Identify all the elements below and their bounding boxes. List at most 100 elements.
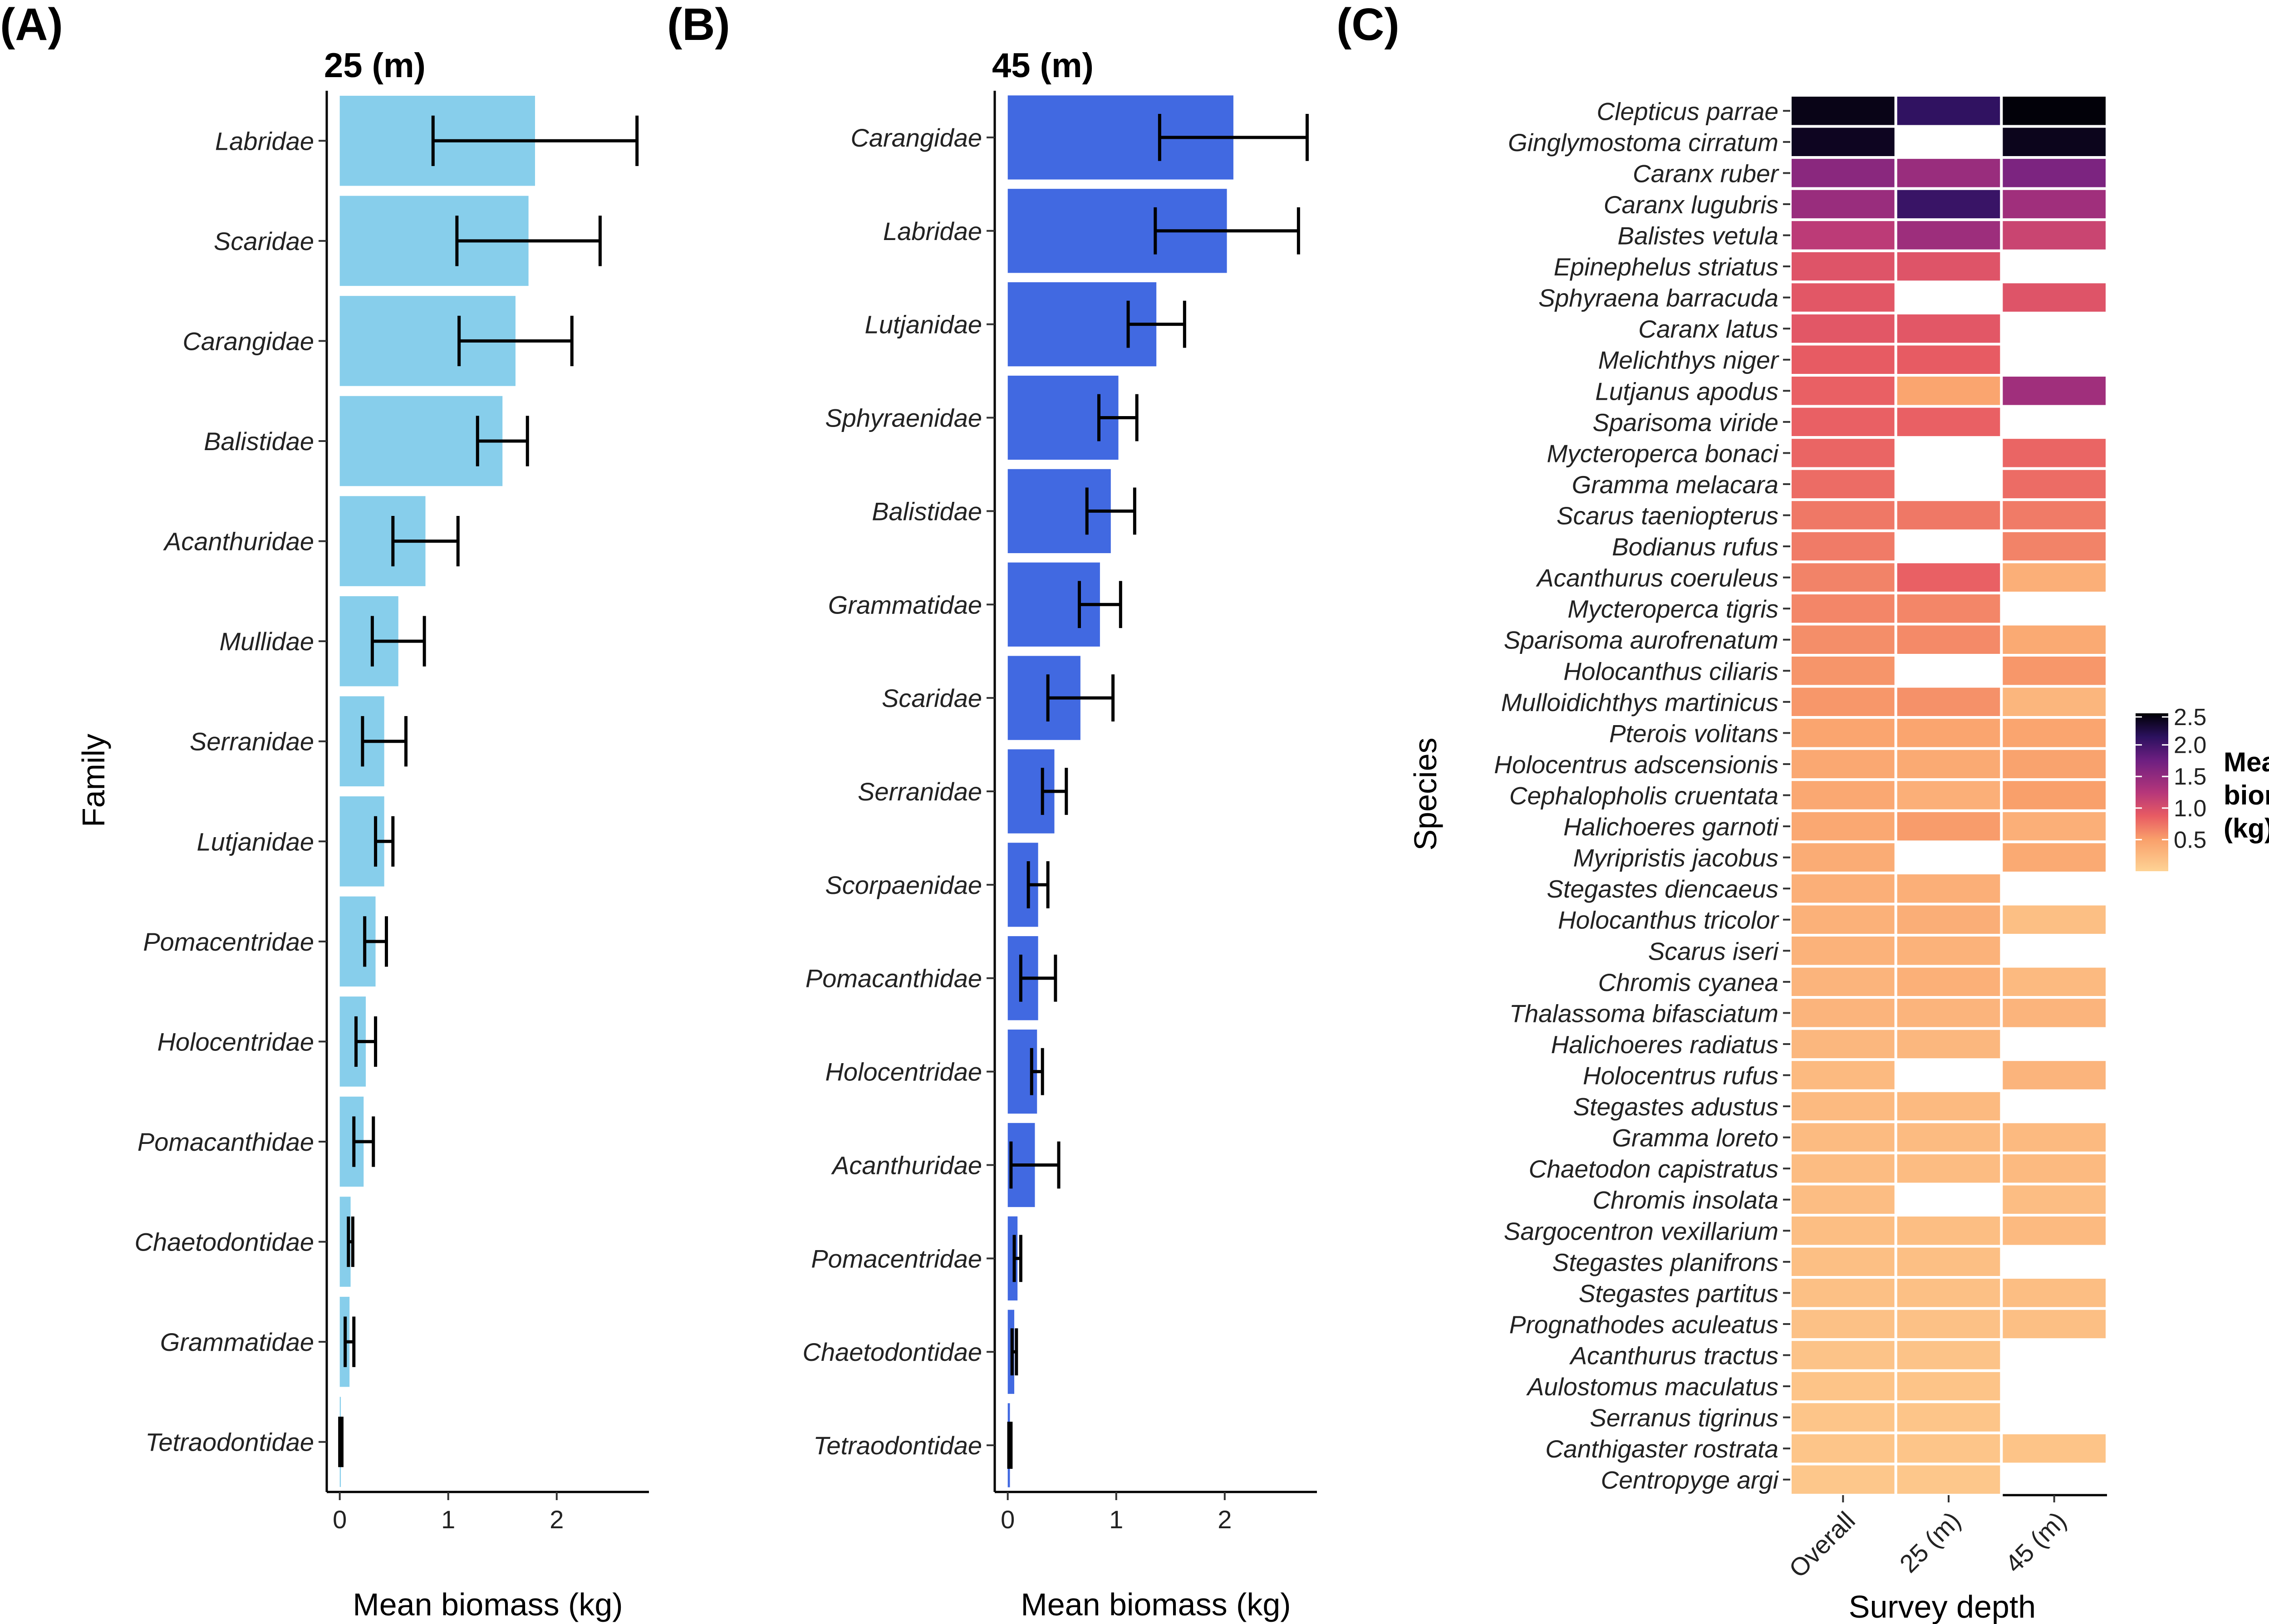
panel-b-x-tick-label: 0 bbox=[1001, 1505, 1015, 1534]
panel-c-y-tick-label: Caranx ruber bbox=[1633, 159, 1780, 187]
heatmap-cell bbox=[1789, 467, 1897, 501]
panel-c-y-tick-label: Gramma loreto bbox=[1612, 1124, 1778, 1152]
heatmap-cell bbox=[1894, 374, 2003, 408]
legend-title-line-3: (kg) bbox=[2224, 813, 2269, 844]
heatmap-cell bbox=[2000, 1431, 2109, 1466]
panel-b-x-tick-label: 2 bbox=[1218, 1505, 1232, 1534]
heatmap-cell bbox=[2000, 125, 2109, 159]
heatmap-cell bbox=[1789, 1245, 1897, 1279]
panel-a-y-tick-label: Balistidae bbox=[204, 427, 314, 456]
panel-b-y-tick-label: Lutjanidae bbox=[865, 310, 982, 339]
heatmap-cell bbox=[1789, 716, 1897, 750]
panel-a-y-tick-label: Pomacentridae bbox=[143, 927, 314, 956]
heatmap-cell bbox=[1789, 1027, 1897, 1061]
panel-c-y-tick-label: Halichoeres radiatus bbox=[1551, 1030, 1778, 1059]
panel-a-letter: (A) bbox=[0, 0, 63, 50]
panel-b-y-tick-label: Balistidae bbox=[872, 497, 982, 525]
panel-c-y-tick-label: Clepticus parrae bbox=[1597, 97, 1778, 125]
panel-c-y-tick-label: Gramma melacara bbox=[1572, 471, 1778, 499]
heatmap-cell bbox=[1789, 934, 1897, 968]
heatmap-cell bbox=[2000, 1151, 2109, 1186]
heatmap-cell bbox=[1789, 1058, 1897, 1092]
panel-c-y-tick-label: Mycteroperca tigris bbox=[1567, 595, 1778, 623]
heatmap-cell bbox=[1894, 405, 2003, 439]
heatmap-cell bbox=[1894, 1276, 2003, 1310]
heatmap-cell bbox=[1789, 1462, 1897, 1496]
legend-tick-label: 2.0 bbox=[2174, 732, 2206, 759]
heatmap-cell bbox=[1789, 560, 1897, 594]
panel-b-y-tick-label: Acanthuridae bbox=[831, 1151, 982, 1179]
heatmap-cell bbox=[1894, 716, 2003, 750]
panel-b-x-tick-label: 1 bbox=[1109, 1505, 1123, 1534]
heatmap-cell bbox=[1789, 871, 1897, 906]
heatmap-cell bbox=[1894, 903, 2003, 937]
heatmap-cell bbox=[1789, 436, 1897, 470]
panel-c-y-tick-label: Melichthys niger bbox=[1598, 346, 1780, 374]
panel-c-y-tick-label: Stegastes adustus bbox=[1573, 1093, 1778, 1121]
heatmap-cell bbox=[2000, 685, 2109, 719]
heatmap-cell bbox=[2000, 654, 2109, 688]
panel-a-y-tick-label: Grammatidae bbox=[160, 1328, 314, 1356]
panel-c-y-tick-label: Pterois volitans bbox=[1609, 719, 1778, 747]
panel-c-y-tick-label: Cephalopholis cruentata bbox=[1509, 782, 1778, 810]
panel-c-y-tick-label: Halichoeres garnoti bbox=[1563, 813, 1779, 841]
panel-c-y-tick-label: Balistes vetula bbox=[1617, 222, 1778, 250]
panel-c-y-tick-label: Prognathodes aculeatus bbox=[1509, 1310, 1778, 1339]
heatmap-cell bbox=[1894, 1089, 2003, 1124]
panel-c-y-tick-label: Mulloidichthys martinicus bbox=[1501, 688, 1778, 716]
panel-c-y-tick-label: Chaetodon capistratus bbox=[1529, 1155, 1778, 1183]
panel-c-y-tick-label: Stegastes partitus bbox=[1579, 1279, 1778, 1307]
legend-tick-label: 1.5 bbox=[2174, 764, 2206, 790]
panel-c-y-tick-label: Caranx lugubris bbox=[1604, 191, 1778, 219]
panel-c-y-tick-label: Centropyge argi bbox=[1601, 1466, 1779, 1494]
panel-c-y-tick-label: Caranx latus bbox=[1638, 315, 1778, 343]
heatmap-cell bbox=[1894, 187, 2003, 221]
heatmap-cell bbox=[1789, 280, 1897, 314]
panel-b-plot: Carangidae Labridae Lutjanidae Sphyraenidae… bbox=[803, 91, 1317, 1534]
panel-c-y-tick-label: Serranus tigrinus bbox=[1590, 1404, 1778, 1432]
panel-c-y-tick-label: Bodianus rufus bbox=[1612, 533, 1778, 561]
panel-c-y-tick-label: Chromis insolata bbox=[1592, 1186, 1778, 1214]
heatmap-cell bbox=[2000, 436, 2109, 470]
heatmap-cell bbox=[1894, 218, 2003, 252]
panel-a-title: 25 (m) bbox=[324, 46, 426, 85]
heatmap-cell bbox=[2000, 218, 2109, 252]
heatmap-cell bbox=[1789, 965, 1897, 999]
heatmap-cell bbox=[2000, 280, 2109, 314]
colorbar-legend: Mean biomass (kg) 2.52.0 1.5 1.0 0.5 bbox=[2136, 704, 2269, 871]
panel-b-y-tick-label: Tetraodontidae bbox=[813, 1431, 982, 1460]
heatmap-cell bbox=[1894, 1307, 2003, 1341]
heatmap-cell bbox=[1789, 623, 1897, 657]
heatmap-cell bbox=[1894, 498, 2003, 532]
legend-title-line-1: Mean bbox=[2224, 747, 2269, 777]
panel-b-y-tick-label: Carangidae bbox=[850, 123, 982, 152]
panel-a-y-tick-label: Serranidae bbox=[190, 727, 314, 756]
heatmap-cell bbox=[2000, 840, 2109, 874]
panel-c-y-tick-label: Stegastes diencaeus bbox=[1547, 875, 1778, 903]
heatmap-cell bbox=[1894, 871, 2003, 906]
heatmap-cell bbox=[1894, 778, 2003, 812]
panel-c-y-tick-label: Thalassoma bifasciatum bbox=[1509, 999, 1778, 1027]
heatmap-cell bbox=[1789, 1151, 1897, 1186]
heatmap-cell bbox=[2000, 747, 2109, 781]
heatmap-cell bbox=[2000, 965, 2109, 999]
panel-a-y-tick-label: Pomacanthidae bbox=[138, 1128, 314, 1156]
panel-a-y-tick-label: Carangidae bbox=[182, 327, 314, 355]
panel-c-y-tick-label: Chromis cyanea bbox=[1598, 968, 1778, 996]
heatmap-cell bbox=[1789, 125, 1897, 159]
heatmap-cell bbox=[1894, 591, 2003, 626]
colorbar bbox=[2136, 713, 2168, 871]
panel-c-y-tick-label: Scarus iseri bbox=[1648, 937, 1779, 965]
heatmap-cell bbox=[1894, 1400, 2003, 1434]
heatmap-cell bbox=[1789, 1338, 1897, 1372]
panel-b-y-tick-label: Labridae bbox=[883, 217, 982, 245]
panel-b-y-tick-label: Serranidae bbox=[858, 777, 982, 806]
heatmap-cell bbox=[1894, 1369, 2003, 1403]
panel-c-y-tick-label: Acanthurus tractus bbox=[1569, 1342, 1778, 1370]
heatmap-cell bbox=[2000, 778, 2109, 812]
heatmap-cell bbox=[1789, 747, 1897, 781]
heatmap-cell bbox=[1894, 1027, 2003, 1061]
panel-b-y-tick-label: Chaetodontidae bbox=[803, 1338, 982, 1366]
heatmap-cell bbox=[1789, 1089, 1897, 1124]
